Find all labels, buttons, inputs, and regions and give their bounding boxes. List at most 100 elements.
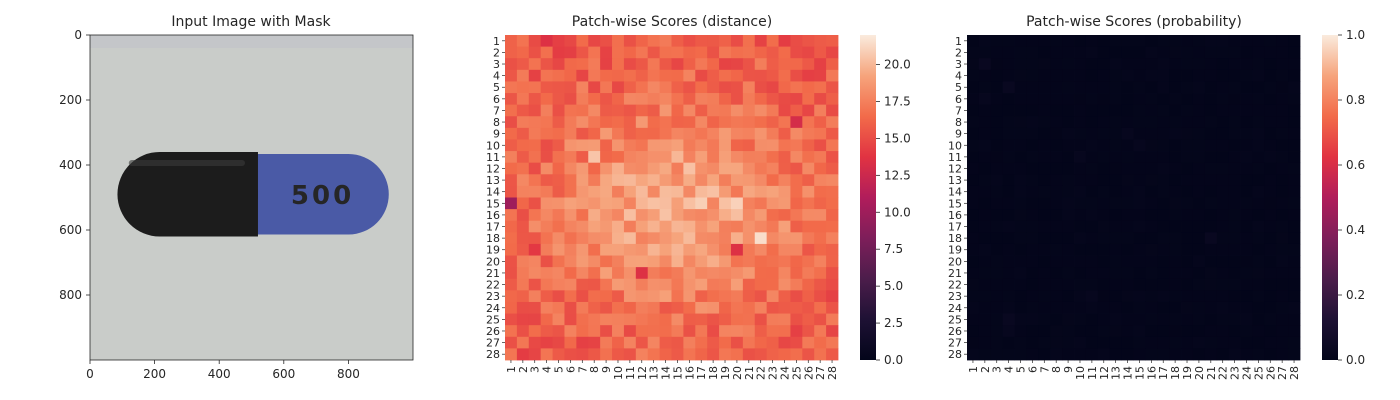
heatmap-cell xyxy=(600,220,613,233)
colorbar xyxy=(860,35,876,360)
heatmap-cell xyxy=(1121,46,1134,59)
x-tick-label: 11 xyxy=(624,366,637,380)
heatmap-cell xyxy=(802,116,815,129)
heatmap-cell xyxy=(635,69,649,82)
heatmap-cell xyxy=(742,255,756,268)
heatmap-cell xyxy=(1109,174,1122,187)
heatmap-cell xyxy=(990,325,1004,338)
heatmap-cell xyxy=(766,162,779,175)
heatmap-cell xyxy=(1264,174,1277,187)
heatmap-cell xyxy=(588,220,601,233)
heatmap-cell xyxy=(778,139,791,152)
heatmap-cell xyxy=(1145,197,1158,210)
heatmap-cell xyxy=(516,301,530,314)
x-tick-label: 28 xyxy=(1288,366,1301,380)
heatmap-cell xyxy=(1228,255,1241,268)
heatmap-cell xyxy=(540,220,553,233)
heatmap-cell xyxy=(707,325,720,338)
heatmap-cell xyxy=(1157,69,1170,82)
heatmap-cell xyxy=(1216,313,1230,326)
heatmap-cell xyxy=(766,104,779,117)
y-tick-label: 26 xyxy=(486,325,500,338)
heatmap-cell xyxy=(1276,209,1289,222)
heatmap-cell xyxy=(778,301,791,314)
heatmap-cell xyxy=(612,46,625,59)
y-tick-label: 5 xyxy=(493,81,500,94)
heatmap-cell xyxy=(1085,104,1099,117)
heatmap-cell xyxy=(1264,139,1277,152)
heatmap-cell xyxy=(1062,348,1075,361)
heatmap-cell xyxy=(1276,162,1289,175)
heatmap-cell xyxy=(576,348,589,361)
heatmap-cell xyxy=(707,185,720,198)
heatmap-cell xyxy=(588,301,601,314)
heatmap-cell xyxy=(1097,278,1111,291)
heatmap-cell xyxy=(766,69,779,82)
heatmap-cell xyxy=(730,69,744,82)
heatmap-cell xyxy=(540,81,553,94)
x-tick-label: 7 xyxy=(1038,366,1051,373)
heatmap-cell xyxy=(766,220,779,233)
heatmap-cell xyxy=(552,232,565,245)
heatmap-cell xyxy=(742,104,756,117)
heatmap-cell xyxy=(1240,220,1253,233)
heatmap-cell xyxy=(707,35,720,48)
heatmap-cell xyxy=(730,81,744,94)
heatmap-cell xyxy=(564,162,577,175)
heatmap-cell xyxy=(1288,104,1301,117)
heatmap-cell xyxy=(516,336,530,349)
heatmap-cell xyxy=(754,232,768,245)
heatmap-cell xyxy=(1204,267,1218,280)
heatmap-cell xyxy=(802,336,815,349)
heatmap-cell xyxy=(1288,35,1301,48)
heatmap-cell xyxy=(1014,151,1027,164)
input-image: 500 xyxy=(90,35,413,360)
heatmap-cell xyxy=(1133,267,1146,280)
heatmap-cell xyxy=(695,220,708,233)
heatmap-cell xyxy=(1264,116,1277,129)
heatmap-cell xyxy=(659,348,672,361)
heatmap-cell xyxy=(1145,174,1158,187)
heatmap-cell xyxy=(1288,162,1301,175)
heatmap-cell xyxy=(814,104,827,117)
heatmap-cell xyxy=(1157,46,1170,59)
heatmap-cell xyxy=(1181,209,1194,222)
heatmap-cell xyxy=(1181,336,1194,349)
heatmap-cell xyxy=(1181,35,1194,48)
heatmap-cell xyxy=(516,162,530,175)
heatmap-cell xyxy=(707,46,720,59)
heatmap-cell xyxy=(1228,209,1241,222)
heatmap-cell xyxy=(647,197,660,210)
heatmap-cell xyxy=(1085,220,1099,233)
heatmap-cell xyxy=(1074,151,1087,164)
heatmap-cell xyxy=(978,151,992,164)
heatmap-cell xyxy=(623,151,637,164)
heatmap-cell xyxy=(1133,313,1146,326)
heatmap-cell xyxy=(1192,162,1206,175)
heatmap-cell xyxy=(647,93,660,106)
heatmap-cell xyxy=(540,255,553,268)
heatmap-cell xyxy=(612,209,625,222)
heatmap-cell xyxy=(719,197,732,210)
heatmap-cell xyxy=(600,162,613,175)
heatmap-cell xyxy=(659,46,672,59)
heatmap-cell xyxy=(1121,348,1134,361)
heatmap-cell xyxy=(978,313,992,326)
heatmap-cell xyxy=(1062,325,1075,338)
heatmap-cell xyxy=(754,255,768,268)
y-axis: 1234567891011121314151617181920212223242… xyxy=(486,35,505,361)
heatmap-cell xyxy=(967,185,980,198)
heatmap-cell xyxy=(623,243,637,256)
heatmap-cell xyxy=(1145,301,1158,314)
heatmap-cell xyxy=(1288,185,1301,198)
heatmap-cell xyxy=(1050,336,1063,349)
heatmap-cell xyxy=(707,336,720,349)
heatmap-cell xyxy=(505,162,518,175)
heatmap-cell xyxy=(826,290,839,303)
heatmap-cell xyxy=(612,116,625,129)
heatmap-cell xyxy=(766,127,779,140)
heatmap-cell xyxy=(1133,232,1146,245)
heatmap-cell xyxy=(978,243,992,256)
heatmap-cell xyxy=(695,104,708,117)
heatmap-cell xyxy=(1192,139,1206,152)
